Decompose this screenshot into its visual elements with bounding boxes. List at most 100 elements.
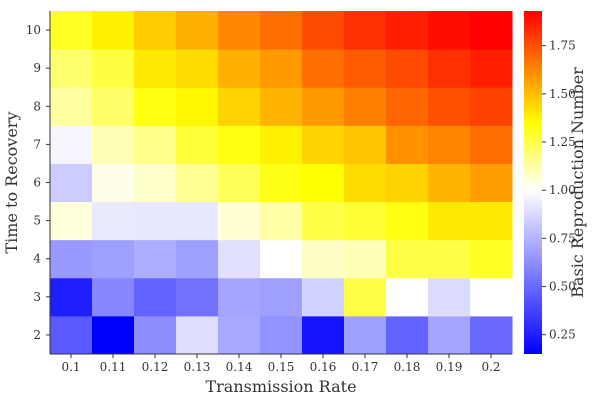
heatmap-cell [428,11,471,50]
x-tick-label: 0.2 [481,360,500,374]
heatmap-cell [260,11,303,50]
heatmap-cell [470,11,513,50]
heatmap-cell [470,239,513,279]
heatmap-cell [386,315,429,355]
heatmap-cell [92,11,135,50]
heatmap-cell [386,277,429,317]
heatmap-cell [470,163,513,203]
heatmap-cell [344,201,387,241]
colorbar-tick-label: 1.00 [549,183,576,197]
heatmap-cell [50,239,93,279]
heatmap-cell [386,49,429,88]
x-tick-label: 0.1 [61,360,80,374]
heatmap-cell [428,239,471,279]
heatmap-cell [344,277,387,317]
heatmap-cell [92,163,135,203]
heatmap-cell [260,163,303,203]
heatmap-cell [428,163,471,203]
heatmap-cell [92,125,135,164]
heatmap-cell [176,201,219,241]
heatmap-cell [344,87,387,126]
y-axis-ticks: 2 3 4 5 6 7 8 9 10 [26,23,50,342]
heatmap-cell [50,277,93,317]
heatmap-cell [302,163,345,203]
heatmap-cell [344,11,387,50]
heatmap-cell [92,239,135,279]
colorbar-tick-label: 0.75 [549,231,576,245]
heatmap-cell [470,125,513,164]
y-tick-label: 6 [33,176,41,190]
heatmap-cell [50,49,93,88]
heatmap-cell [260,201,303,241]
heatmap-cell [470,49,513,88]
heatmap-cell [428,201,471,241]
heatmap-cell [176,277,219,317]
heatmap-cell [134,239,177,279]
colorbar-tick-label: 1.75 [549,39,576,53]
heatmap-cell [344,49,387,88]
y-tick-label: 2 [33,328,41,342]
heatmap-cell [218,277,261,317]
heatmap-cell [302,239,345,279]
heatmap-cell [218,163,261,203]
heatmap-cell [50,87,93,126]
heatmap-cell [134,315,177,355]
heatmap-cell [92,277,135,317]
heatmap-cell [218,125,261,164]
colorbar-tick-label: 0.50 [549,280,576,294]
heatmap-cell [134,11,177,50]
heatmap-cell [260,239,303,279]
colorbar-tick-label: 1.25 [549,135,576,149]
x-tick-label: 0.12 [142,360,169,374]
y-tick-label: 7 [33,137,41,151]
y-tick-label: 10 [26,23,41,37]
heatmap-cell [50,201,93,241]
heatmap-cell [428,315,471,355]
colorbar-title: Basic Reproduction Number [568,67,587,298]
heatmap-cell [386,125,429,164]
x-axis-ticks: 0.1 0.11 0.12 0.13 0.14 0.15 0.16 0.17 0.18 0.19 0… [61,354,501,374]
heatmap-cell [176,125,219,164]
heatmap-cell [176,315,219,355]
heatmap-cell [386,239,429,279]
heatmap-cell [302,49,345,88]
heatmap-cell [344,163,387,203]
colorbar-ticks: 0.25 0.50 0.75 1.00 1.25 1.50 1.75 [542,39,576,342]
heatmap-cell [176,11,219,50]
heatmap-cell [218,11,261,50]
heatmap-cell [218,49,261,88]
y-tick-label: 5 [33,214,41,228]
heatmap-cell [134,277,177,317]
y-tick-label: 3 [33,290,41,304]
heatmap-cell [470,201,513,241]
heatmap-cell [470,277,513,317]
colorbar-tick-label: 0.25 [549,328,576,342]
y-tick-label: 9 [33,61,41,75]
colorbar-tick-label: 1.50 [549,87,576,101]
heatmap-cell [302,87,345,126]
heatmap-cell [134,201,177,241]
heatmap-cell [470,315,513,355]
y-tick-label: 8 [33,99,41,113]
x-tick-label: 0.16 [310,360,337,374]
heatmap-cell [92,49,135,88]
heatmap-cell [428,87,471,126]
heatmap-cell [134,163,177,203]
heatmap-cell [50,315,93,355]
heatmap-cell [176,239,219,279]
x-tick-label: 0.11 [100,360,127,374]
heatmap-cell [176,163,219,203]
x-tick-label: 0.17 [352,360,379,374]
heatmap-cell [428,49,471,88]
heatmap-cell [344,125,387,164]
heatmap-cell [386,87,429,126]
heatmap-cell [218,239,261,279]
heatmap-cell [260,49,303,88]
heatmap-cell [344,239,387,279]
heatmap-cell [50,11,93,50]
heatmap-cell [260,87,303,126]
heatmap-cell [260,315,303,355]
heatmap-cell [302,277,345,317]
heatmap-cell [260,125,303,164]
heatmap-cell [50,125,93,164]
